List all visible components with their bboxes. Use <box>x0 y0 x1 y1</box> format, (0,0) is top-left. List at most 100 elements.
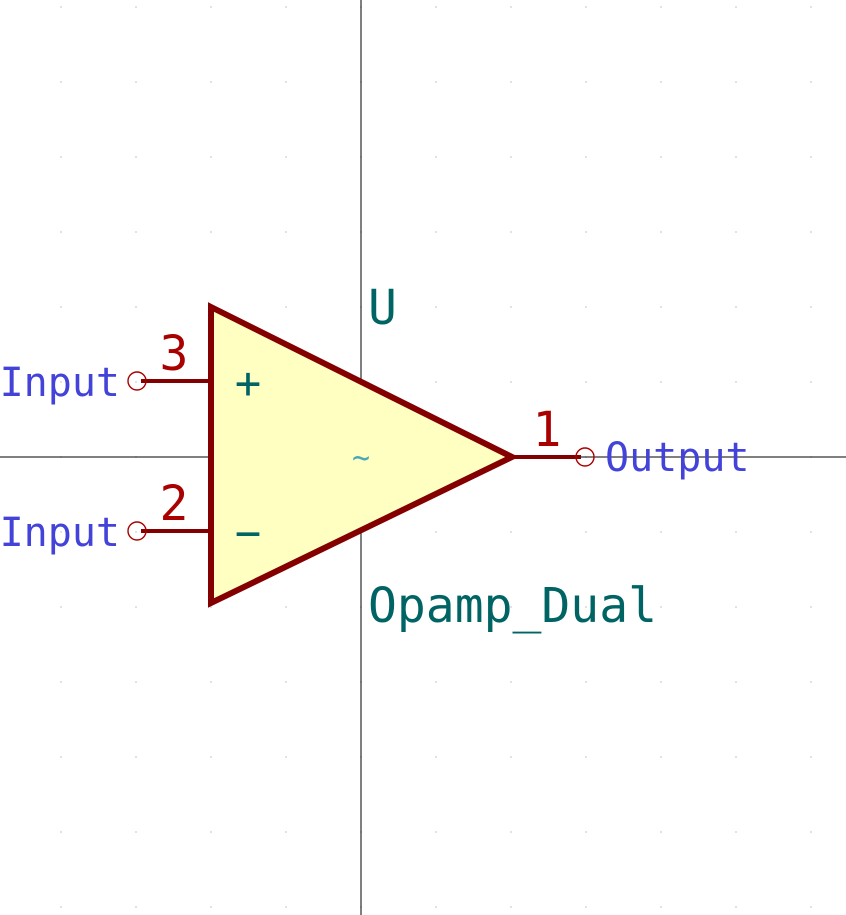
grid-dot <box>660 156 662 158</box>
pin-1[interactable] <box>512 447 595 467</box>
grid-dot <box>210 6 212 8</box>
pin-name-1: Output <box>605 435 750 481</box>
grid-dot <box>735 831 737 833</box>
minus-sign: − <box>235 508 262 559</box>
pin-name-2: Input <box>0 510 120 556</box>
grid-dot <box>135 6 137 8</box>
grid-dot <box>585 606 587 608</box>
grid-dot <box>135 606 137 608</box>
grid-dot <box>60 681 62 683</box>
grid-dot <box>60 156 62 158</box>
grid-dot <box>810 6 812 8</box>
grid-dot <box>735 6 737 8</box>
grid-dot <box>60 6 62 8</box>
grid-dot <box>135 156 137 158</box>
grid-dot <box>285 606 287 608</box>
grid-dot <box>435 156 437 158</box>
grid-dot <box>60 906 62 908</box>
grid-dot <box>510 531 512 533</box>
grid-dot <box>810 606 812 608</box>
grid-dot <box>210 756 212 758</box>
grid-dot <box>585 831 587 833</box>
grid-dot <box>135 906 137 908</box>
grid-dot <box>435 831 437 833</box>
grid-dot <box>60 756 62 758</box>
grid-dot <box>660 531 662 533</box>
grid-dot <box>285 81 287 83</box>
grid-dot <box>435 606 437 608</box>
grid-dot <box>510 231 512 233</box>
grid-dot <box>285 231 287 233</box>
grid-dot <box>660 831 662 833</box>
grid-dot <box>210 81 212 83</box>
grid-dot <box>510 681 512 683</box>
grid-dot <box>285 831 287 833</box>
grid-dot <box>660 306 662 308</box>
grid-dot <box>135 531 137 533</box>
grid-dot <box>435 906 437 908</box>
grid-dot <box>135 306 137 308</box>
grid-dot <box>735 606 737 608</box>
grid-dot <box>60 606 62 608</box>
grid-dot <box>60 306 62 308</box>
grid-dot <box>210 156 212 158</box>
grid-dot <box>585 906 587 908</box>
grid-dot <box>135 756 137 758</box>
grid-dot <box>210 831 212 833</box>
grid-dot <box>585 306 587 308</box>
grid-dot <box>660 6 662 8</box>
grid-dot <box>660 81 662 83</box>
grid-dot <box>510 306 512 308</box>
grid-dot <box>735 531 737 533</box>
grid-dot <box>585 681 587 683</box>
grid-dot <box>435 531 437 533</box>
grid-dot <box>735 306 737 308</box>
grid-dot <box>285 6 287 8</box>
grid-dot <box>210 681 212 683</box>
grid-dot <box>135 81 137 83</box>
grid-dot <box>210 231 212 233</box>
grid-dot <box>435 6 437 8</box>
grid-dot <box>585 231 587 233</box>
grid-dot <box>510 606 512 608</box>
grid-dot <box>735 156 737 158</box>
grid-dot <box>510 906 512 908</box>
grid-dot <box>60 81 62 83</box>
grid-dot <box>285 306 287 308</box>
grid-dot <box>585 531 587 533</box>
grid-dot <box>810 156 812 158</box>
pin-3[interactable] <box>127 371 211 391</box>
reference-field[interactable]: U <box>368 280 397 336</box>
grid-dot <box>735 381 737 383</box>
grid-dot <box>735 681 737 683</box>
value-field[interactable]: Opamp_Dual <box>368 578 657 634</box>
grid-dot <box>435 81 437 83</box>
pin-2[interactable] <box>127 521 211 541</box>
pin-endpoint-circle <box>575 447 595 467</box>
grid-dot <box>285 681 287 683</box>
grid-dot <box>810 81 812 83</box>
grid-dot <box>435 306 437 308</box>
grid-dot <box>660 756 662 758</box>
grid-dot <box>735 81 737 83</box>
grid-dot <box>810 231 812 233</box>
grid-dot <box>660 231 662 233</box>
grid-dot <box>660 381 662 383</box>
grid-dot <box>510 756 512 758</box>
grid-dot <box>435 756 437 758</box>
pin-endpoint-circle <box>127 371 147 391</box>
grid-dot <box>510 156 512 158</box>
grid-dot <box>585 6 587 8</box>
opamp-body[interactable] <box>208 302 519 608</box>
grid-dot <box>435 681 437 683</box>
grid-dot <box>435 231 437 233</box>
grid-dot <box>810 531 812 533</box>
grid-dot <box>135 831 137 833</box>
grid-dot <box>210 906 212 908</box>
grid-dot <box>285 906 287 908</box>
grid-dot <box>135 681 137 683</box>
pin-number-1: 1 <box>533 402 562 458</box>
grid-dot <box>810 381 812 383</box>
